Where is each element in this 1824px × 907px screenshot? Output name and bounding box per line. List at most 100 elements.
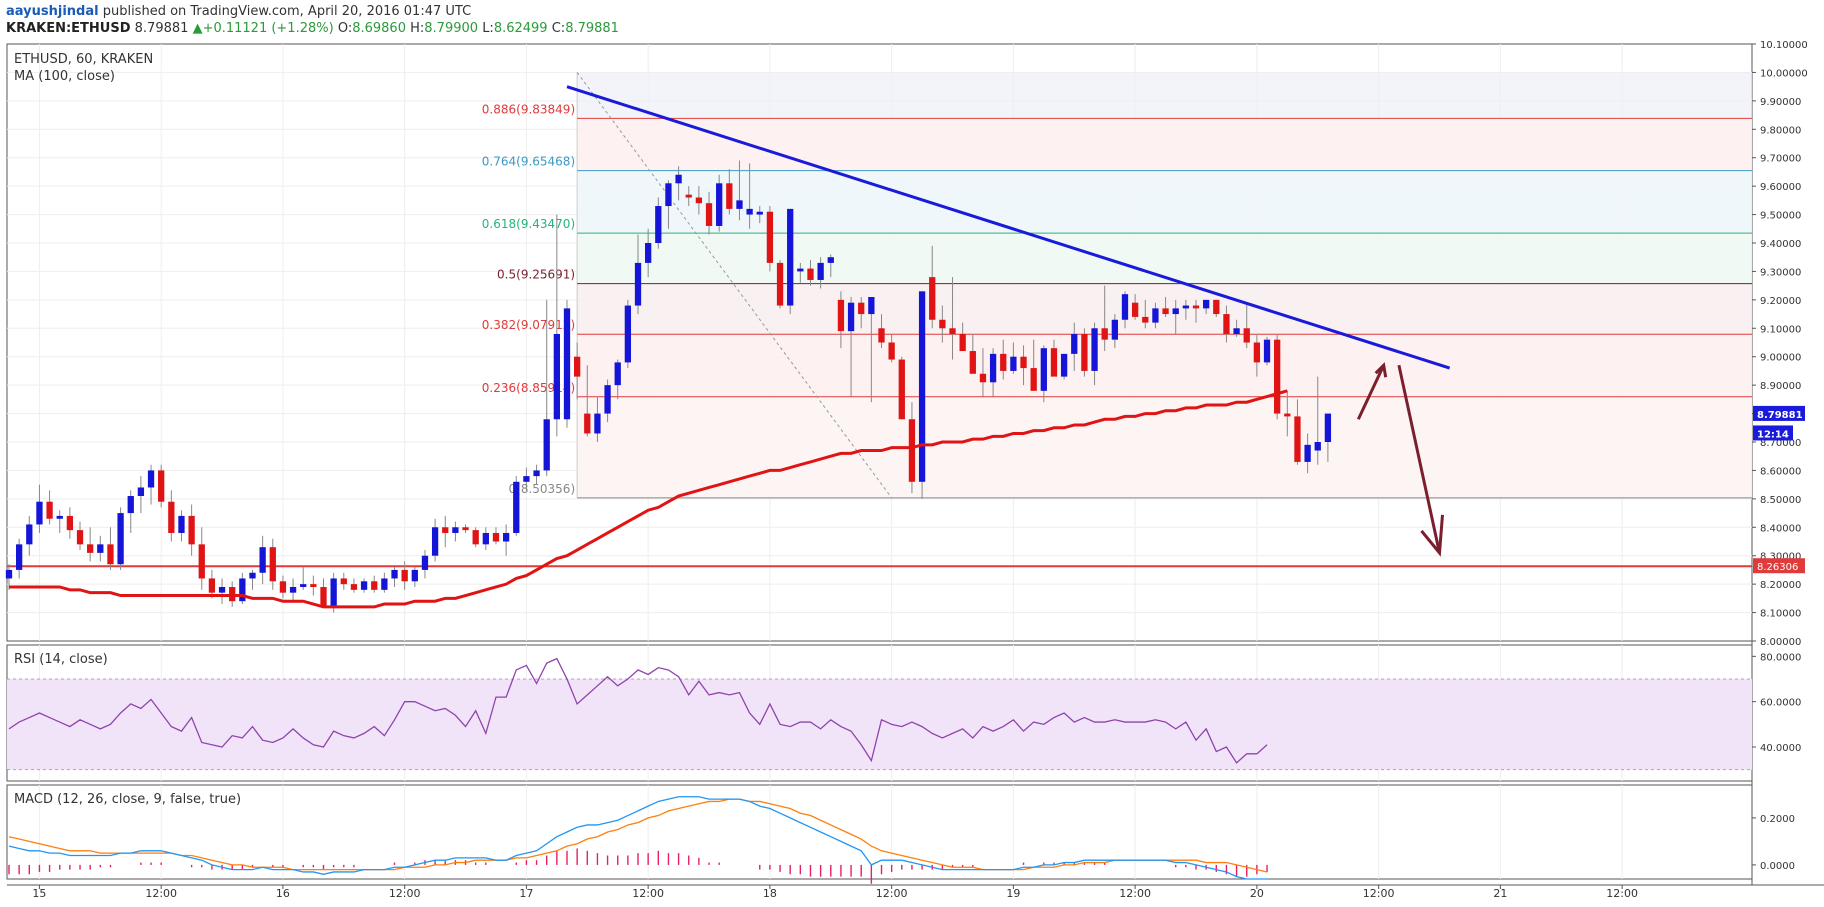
time-tick-label: 21 <box>1493 887 1507 900</box>
candle-body <box>594 413 601 434</box>
price-tick-label: 9.50000 <box>1760 211 1801 222</box>
candle-body <box>442 527 449 533</box>
candle-body <box>452 527 459 533</box>
candle-body <box>685 194 692 198</box>
time-tick-label: 18 <box>763 887 777 900</box>
fib-level-label: 0.618(9.43470) <box>482 217 575 231</box>
main-pane-title: ETHUSD, 60, KRAKEN <box>14 52 154 67</box>
last-price: 8.79881 <box>134 21 189 36</box>
candle-body <box>705 203 713 226</box>
candle-body <box>360 581 368 590</box>
candle-body <box>26 524 33 545</box>
candle-body <box>543 419 550 471</box>
candle-body <box>269 547 276 582</box>
candle-body <box>198 544 205 579</box>
candle-body <box>320 586 327 607</box>
candle-body <box>989 353 997 383</box>
macd-pane-label[interactable]: MACD (12, 26, close, 9, false, true) <box>14 792 242 807</box>
candle-body <box>279 581 287 593</box>
fib-level-label: 0(8.50356) <box>509 482 576 496</box>
candle-body <box>391 569 398 579</box>
candle-body <box>66 515 74 531</box>
candle-body <box>573 356 581 377</box>
candle-body <box>959 333 966 352</box>
candle-body <box>300 584 307 587</box>
price-tick-label: 9.20000 <box>1760 296 1801 307</box>
candle-body <box>645 243 652 263</box>
symbol: KRAKEN:ETHUSD <box>6 21 131 36</box>
candle-body <box>1263 339 1271 363</box>
candle-body <box>675 174 682 184</box>
candle-body <box>168 501 175 533</box>
candle-body <box>624 305 632 363</box>
candle-body <box>1182 305 1190 309</box>
candle-body <box>46 501 53 519</box>
pane-frame <box>6 784 1753 880</box>
candle-body <box>837 299 845 332</box>
candle-body <box>827 257 834 263</box>
macd-tick-label: 0.2000 <box>1760 814 1795 825</box>
candle-body <box>878 328 885 343</box>
fib-level-label: 0.236(8.85914) <box>482 381 575 395</box>
candle-body <box>36 501 43 525</box>
fib-level-label: 0.764(9.65468) <box>482 155 575 169</box>
candle-body <box>523 476 530 482</box>
candle-body <box>310 584 317 587</box>
price-tick-label: 9.70000 <box>1760 154 1801 165</box>
rsi-band <box>7 679 1752 770</box>
ma-indicator-label[interactable]: MA (100, close) <box>14 69 115 84</box>
candle-body <box>726 183 733 209</box>
candle-body <box>1071 333 1078 354</box>
candle-body <box>218 586 226 593</box>
fib-level-label: 0.5(9.25691) <box>497 268 575 282</box>
fib-zone <box>577 72 1752 119</box>
price-tick-label: 9.60000 <box>1760 182 1801 193</box>
candle-body <box>97 544 104 553</box>
candle-body <box>888 342 895 360</box>
candle-body <box>787 208 794 306</box>
candle-body <box>1223 314 1230 334</box>
author-link[interactable]: aayushjindal <box>6 4 99 19</box>
candle-body <box>1111 319 1118 340</box>
ohlc-line: KRAKEN:ETHUSD 8.79881 ▲+0.11121 (+1.28%)… <box>6 21 619 36</box>
price-tick-label: 8.10000 <box>1760 609 1801 620</box>
candle-body <box>1213 299 1220 315</box>
candle-body <box>695 197 703 204</box>
candle-body <box>107 544 114 565</box>
candle-body <box>178 515 185 533</box>
up-triangle-icon: ▲ <box>192 21 203 36</box>
candle-body <box>1203 299 1210 309</box>
candle-body <box>807 268 814 280</box>
time-tick-label: 12:00 <box>876 887 908 900</box>
last-price-tag <box>1753 425 1793 441</box>
candle-body <box>1314 442 1321 451</box>
candle-body <box>1010 356 1017 371</box>
candle-body <box>1304 444 1311 462</box>
price-tick-label: 8.60000 <box>1760 466 1801 477</box>
candle-body <box>1233 328 1240 334</box>
price-tick-label: 9.80000 <box>1760 125 1801 136</box>
fib-zone <box>577 396 1752 498</box>
price-tick-label: 9.90000 <box>1760 97 1801 108</box>
candle-body <box>797 268 804 272</box>
fib-zone <box>577 334 1752 397</box>
close-value: 8.79881 <box>565 21 619 36</box>
time-tick-label: 12:00 <box>389 887 421 900</box>
candle-body <box>1152 308 1159 323</box>
candle-body <box>350 584 358 590</box>
rsi-pane-label[interactable]: RSI (14, close) <box>14 652 108 667</box>
candle-body <box>868 297 875 315</box>
ma-100-line <box>9 389 1288 609</box>
candle-body <box>239 578 246 602</box>
price-tick-label: 8.20000 <box>1760 580 1801 591</box>
price-change: +0.11121 (+1.28%) <box>202 21 334 36</box>
fib-zone <box>577 170 1752 234</box>
candle-body <box>604 385 611 414</box>
candle-body <box>340 578 347 585</box>
time-tick-label: 12:00 <box>1606 887 1638 900</box>
price-tick-label: 10.10000 <box>1760 40 1808 51</box>
candle-body <box>5 569 13 579</box>
candle-body <box>563 308 571 420</box>
forecast-down-arrowhead <box>1420 514 1444 557</box>
